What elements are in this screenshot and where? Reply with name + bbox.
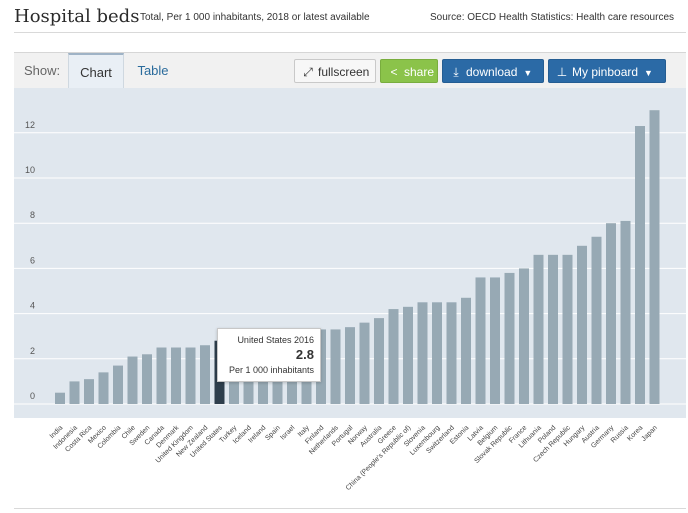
source-text: Source: OECD Health Statistics: Health c… [430,12,674,23]
download-label: download [466,65,518,79]
bar[interactable] [533,254,544,404]
footer-divider [14,508,686,509]
bar[interactable] [156,347,167,405]
tab-chart[interactable]: Chart [68,53,124,89]
bar[interactable] [200,345,210,404]
bar[interactable] [417,302,428,404]
bar[interactable] [98,372,109,404]
bar[interactable] [461,297,471,404]
bar[interactable] [69,381,80,404]
share-icon: < [390,65,398,79]
y-tick-label: 2 [30,346,35,356]
fullscreen-label: fullscreen [318,65,370,79]
bar[interactable] [142,354,152,404]
header-divider [14,32,686,33]
bar[interactable] [504,272,515,404]
bar[interactable] [475,277,486,404]
download-button[interactable]: ⤓ download ▼ [442,59,544,83]
tooltip-title: United States 2016 [237,335,314,345]
bar[interactable] [577,245,587,404]
pinboard-button[interactable]: ⊥ My pinboard ▼ [548,59,666,83]
y-tick-label: 8 [30,210,35,220]
bar[interactable] [620,220,631,404]
y-tick-label: 10 [25,165,35,175]
bar[interactable] [359,322,370,404]
bar[interactable] [374,318,384,404]
bar[interactable] [591,236,602,404]
show-label: Show: [24,63,61,78]
bar[interactable] [649,110,660,404]
bar[interactable] [548,254,558,404]
tooltip-unit: Per 1 000 inhabitants [228,365,314,375]
y-tick-label: 12 [25,120,35,130]
bar[interactable] [345,327,355,404]
bar[interactable] [316,329,326,404]
bar[interactable] [84,379,94,404]
x-tick-label: Israel [279,424,296,441]
chart-title: Hospital beds [14,6,140,27]
chart-subtitle: Total, Per 1 000 inhabitants, 2018 or la… [140,12,370,23]
fullscreen-button[interactable]: ⤢ fullscreen [294,59,376,83]
toolbar: Show: Chart Table ⤢ fullscreen < share ⤓ do… [14,52,686,89]
bar[interactable] [446,302,457,404]
expand-icon: ⤢ [303,65,313,79]
bar[interactable] [185,347,196,405]
bar[interactable] [127,356,138,404]
tooltip-value: 2.8 [295,347,314,362]
x-tick-label: Spain [264,424,282,442]
tab-table[interactable]: Table [137,63,169,78]
x-tick-label: Japan [640,424,659,443]
y-tick-label: 4 [30,301,35,311]
tooltip: United States 2016 2.8 Per 1 000 inhabit… [217,328,321,382]
bar[interactable] [55,392,65,404]
bar[interactable] [562,254,573,404]
bar[interactable] [171,347,181,405]
download-icon: ⤓ [453,65,459,79]
bar[interactable] [490,277,500,404]
bar[interactable] [388,309,399,404]
share-button[interactable]: < share [380,59,438,83]
chart-header: Hospital beds Total, Per 1 000 inhabitan… [0,0,688,36]
share-label: share [404,65,435,79]
bar[interactable] [635,126,645,405]
bar[interactable] [432,302,442,404]
bar[interactable] [519,268,529,404]
bar[interactable] [330,329,341,404]
chevron-down-icon: ▼ [523,68,533,78]
y-tick-label: 6 [30,255,35,265]
pin-icon: ⊥ [556,65,568,79]
pinboard-label: My pinboard [572,65,639,79]
y-tick-label: 0 [30,391,35,401]
bar[interactable] [606,223,616,404]
bar[interactable] [403,306,413,404]
bar[interactable] [113,365,123,404]
chevron-down-icon: ▼ [644,68,653,78]
